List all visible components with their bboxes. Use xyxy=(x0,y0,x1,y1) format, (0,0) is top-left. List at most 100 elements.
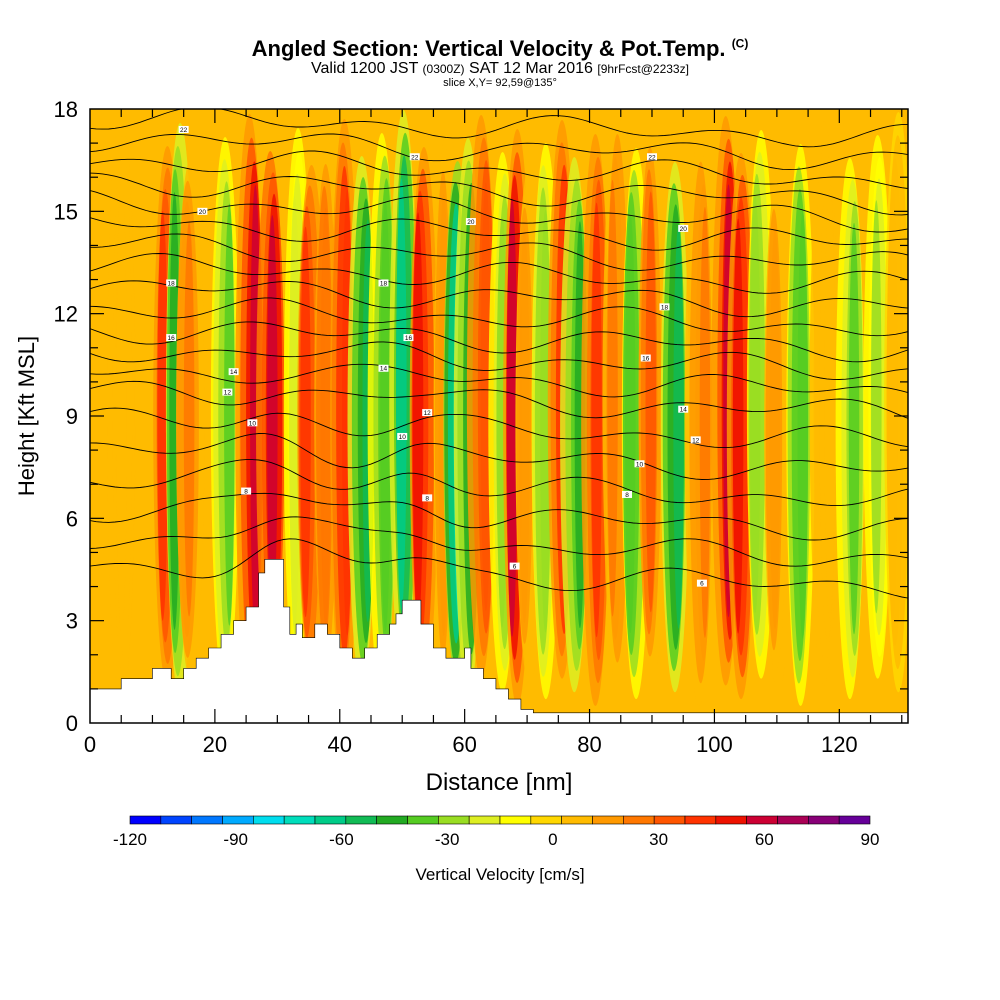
colorbar-tick-label: 90 xyxy=(861,830,880,849)
velocity-plume xyxy=(116,180,127,635)
velocity-plume xyxy=(300,226,311,618)
velocity-plume xyxy=(157,210,168,621)
colorbar-swatch xyxy=(623,815,655,825)
theta-label: 10 xyxy=(249,420,257,427)
theta-label-bg xyxy=(378,279,389,287)
velocity-plume xyxy=(224,203,235,626)
theta-label: 16 xyxy=(405,335,413,342)
colorbar-swatch xyxy=(838,815,871,825)
theta-label-bg xyxy=(241,487,252,495)
colorbar-tick-label: 30 xyxy=(649,830,668,849)
slice-info: slice X,Y= 92,59@135° xyxy=(443,77,557,89)
velocity-plume xyxy=(848,222,860,635)
theta-label-bg xyxy=(422,409,433,417)
colorbar-swatch xyxy=(653,815,686,825)
theta-isentrope xyxy=(90,172,908,216)
theta-isentrope xyxy=(90,217,908,251)
theta-label: 12 xyxy=(692,437,700,444)
theta-contours xyxy=(90,109,908,599)
theta-label: 16 xyxy=(168,335,176,342)
theta-isentrope xyxy=(90,380,908,419)
theta-label-bg xyxy=(646,153,657,161)
theta-isentrope xyxy=(90,538,908,599)
velocity-plume xyxy=(412,212,424,627)
theta-label: 16 xyxy=(642,356,650,363)
theta-label: 6 xyxy=(513,564,517,571)
theta-label-bg xyxy=(659,303,670,311)
theta-label: 18 xyxy=(380,280,388,287)
velocity-field xyxy=(90,109,908,723)
theta-isentrope xyxy=(90,459,908,507)
theta-isentrope xyxy=(90,190,908,233)
theta-isentrope xyxy=(90,233,908,271)
y-axis-label: Height [Kft MSL] xyxy=(14,336,39,496)
colorbar-swatch xyxy=(376,815,408,825)
colorbar-label: Vertical Velocity [cm/s] xyxy=(415,865,584,884)
theta-isentrope xyxy=(90,341,908,380)
colorbar-tick-label: -30 xyxy=(435,830,460,849)
x-tick-label: 100 xyxy=(696,732,733,757)
velocity-plume xyxy=(320,208,331,627)
velocity-plume xyxy=(506,198,518,637)
y-tick-label: 6 xyxy=(66,506,78,531)
theta-label-bg xyxy=(422,494,433,502)
theta-label-bg xyxy=(465,218,476,226)
theta-label: 22 xyxy=(648,154,656,161)
colorbar-swatch xyxy=(777,815,809,825)
velocity-plume xyxy=(749,195,761,613)
x-tick-label: 0 xyxy=(84,732,96,757)
colorbar-swatch xyxy=(808,815,840,825)
colorbar-swatch xyxy=(345,815,377,825)
theta-label: 18 xyxy=(661,304,669,311)
theta-label-bg xyxy=(166,279,177,287)
colorbar-swatch xyxy=(191,815,223,825)
velocity-plume xyxy=(607,179,618,617)
colorbar-swatch xyxy=(530,815,562,825)
theta-isentrope xyxy=(90,280,908,318)
theta-label: 8 xyxy=(625,492,629,499)
terrain-mask xyxy=(89,559,909,724)
theta-label-bg xyxy=(678,405,689,413)
theta-label: 14 xyxy=(680,407,688,414)
theta-isentrope xyxy=(90,433,908,480)
velocity-plume xyxy=(591,202,602,638)
colorbar-swatch xyxy=(438,815,470,825)
x-tick-label: 60 xyxy=(452,732,476,757)
theta-label: 20 xyxy=(680,226,688,233)
theta-label-bg xyxy=(397,432,408,440)
colorbar-tick-label: -60 xyxy=(329,830,354,849)
axis-ticks: 0 20 40 60 80 100 120 0 3 6 9 12 15 18 xyxy=(54,97,908,757)
theta-label-bg xyxy=(509,562,520,570)
colorbar-tick-label: -90 xyxy=(223,830,248,849)
velocity-plume xyxy=(169,192,180,630)
colorbar-tick-label: 60 xyxy=(755,830,774,849)
velocity-plume xyxy=(625,214,636,633)
colorbar-swatch xyxy=(684,815,717,825)
theta-label: 18 xyxy=(168,280,176,287)
theta-label: 12 xyxy=(224,390,232,397)
y-tick-label: 9 xyxy=(66,404,78,429)
theta-contour-labels: 22 20 18 16 14 12 10 8 22 20 18 16 14 12 10 8 6 22 20 18 16 1… xyxy=(166,125,707,588)
colorbar-swatch xyxy=(715,815,747,825)
theta-label: 22 xyxy=(180,127,188,134)
y-tick-label: 18 xyxy=(54,97,78,122)
colorbar-swatch xyxy=(253,815,285,825)
theta-label: 22 xyxy=(411,154,419,161)
velocity-plume xyxy=(732,218,744,634)
velocity-plume xyxy=(645,191,657,613)
colorbar-tick-label: 0 xyxy=(548,830,557,849)
theta-label-bg xyxy=(678,224,689,232)
theta-label-bg xyxy=(228,368,239,376)
theta-isentrope xyxy=(90,407,908,449)
velocity-plume xyxy=(824,188,835,618)
terrain xyxy=(89,559,909,724)
x-tick-label: 80 xyxy=(577,732,601,757)
theta-label-bg xyxy=(178,125,189,133)
theta-isentrope xyxy=(90,492,908,541)
velocity-plume xyxy=(699,207,711,638)
theta-label: 20 xyxy=(467,219,475,226)
theta-label: 10 xyxy=(399,434,407,441)
velocity-plume xyxy=(380,200,391,632)
velocity-plume xyxy=(797,211,808,639)
